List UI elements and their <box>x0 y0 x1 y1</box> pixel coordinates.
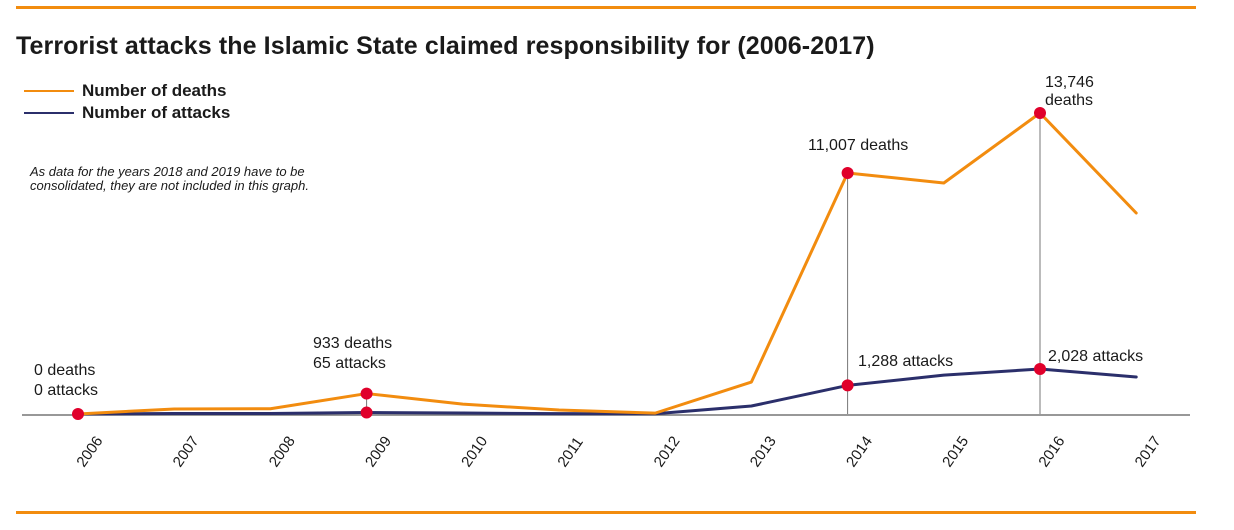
legend-item-deaths: Number of deaths <box>24 80 230 102</box>
legend-label-attacks: Number of attacks <box>82 103 231 122</box>
x-tick-label: 2011 <box>554 434 586 470</box>
attacks-line <box>76 367 1138 416</box>
highlight-points <box>72 107 1046 420</box>
legend-swatch-attacks <box>24 112 74 114</box>
x-tick-label: 2008 <box>266 433 299 470</box>
highlight-point-attacks-2014 <box>841 379 854 392</box>
x-tick-label: 2007 <box>170 433 203 470</box>
x-tick-label: 2009 <box>362 433 395 470</box>
x-tick-label: 2016 <box>1035 433 1068 470</box>
highlight-point-attacks-2016 <box>1034 363 1046 375</box>
chart-title: Terrorist attacks the Islamic State clai… <box>16 32 875 60</box>
x-tick-label: 2013 <box>747 433 780 470</box>
data-note: As data for the years 2018 and 2019 have… <box>30 164 309 193</box>
annotations: 0 deaths 0 attacks 933 deaths 65 attacks 11,… <box>34 74 1143 399</box>
deaths-line <box>76 111 1138 416</box>
x-tick-label: 2014 <box>843 433 876 470</box>
x-tick-label: 2017 <box>1132 433 1165 470</box>
annotation-label: 65 attacks <box>313 355 386 372</box>
highlight-point-deaths-2014 <box>841 166 854 179</box>
series-lines <box>76 111 1138 416</box>
annotation-label: deaths <box>1045 92 1093 109</box>
top-rule <box>16 6 1196 9</box>
highlight-point-deaths-2009 <box>360 387 373 400</box>
annotation-label: 11,007 deaths <box>808 137 908 154</box>
annotation-label: 933 deaths <box>313 335 392 352</box>
x-tick-label: 2012 <box>651 433 684 470</box>
highlight-point-deaths-2006 <box>72 408 84 420</box>
legend-item-attacks: Number of attacks <box>24 102 230 124</box>
legend: Number of deaths Number of attacks <box>24 80 230 124</box>
legend-swatch-deaths <box>24 90 74 92</box>
highlight-point-deaths-2016 <box>1034 107 1046 119</box>
x-tick-label: 2006 <box>73 433 106 470</box>
highlight-point-attacks-2009 <box>360 406 373 419</box>
x-tick-label: 2010 <box>458 433 491 470</box>
annotation-label: 13,746 <box>1045 74 1094 91</box>
annotation-label: 2,028 attacks <box>1048 348 1143 365</box>
bottom-rule <box>16 511 1196 514</box>
x-tick-labels: 2006 2007 2008 2009 2010 2011 2012 2013 2014 2015… <box>73 433 1164 470</box>
annotation-label: 0 deaths <box>34 362 95 379</box>
annotation-label: 1,288 attacks <box>858 353 953 370</box>
x-tick-label: 2015 <box>939 433 972 470</box>
legend-label-deaths: Number of deaths <box>82 81 227 100</box>
annotation-label: 0 attacks <box>34 382 98 399</box>
